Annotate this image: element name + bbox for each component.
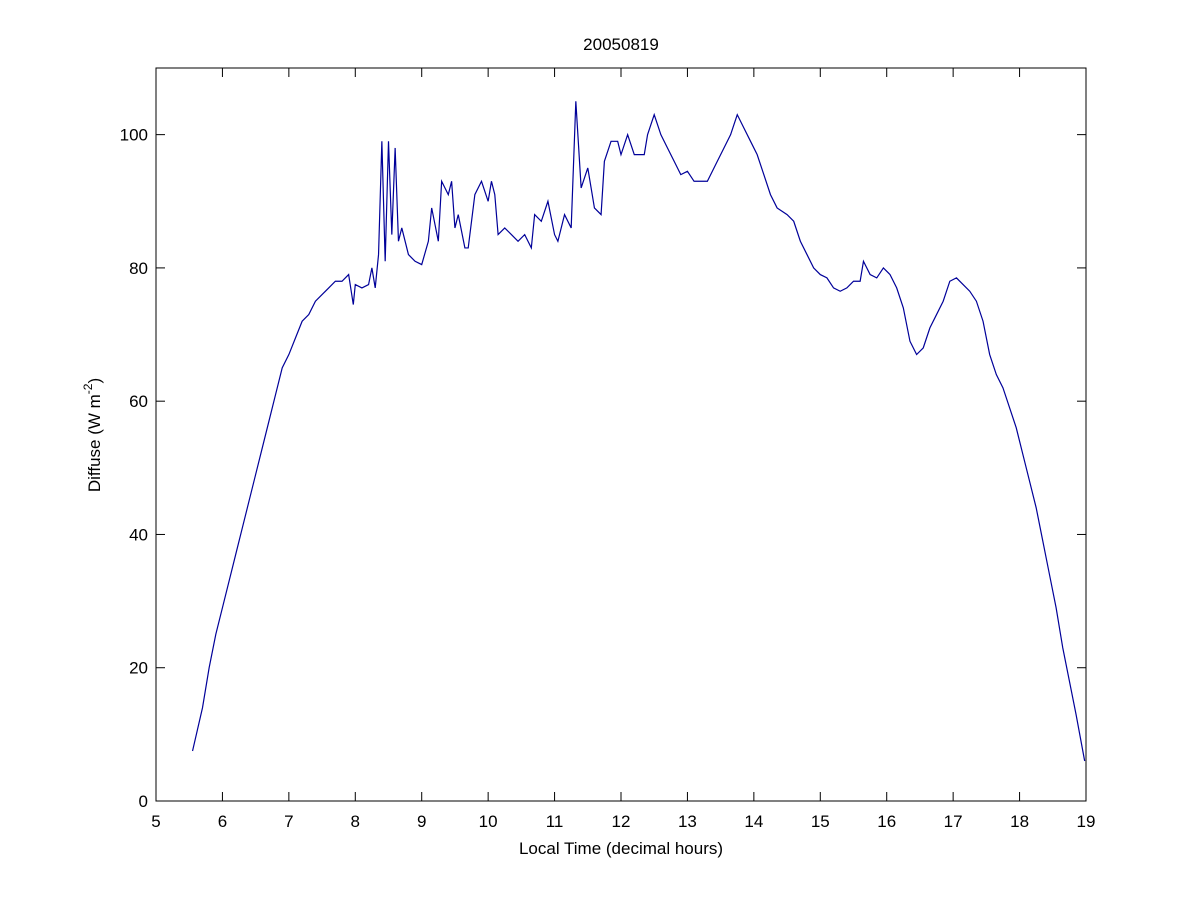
- y-axis-label: Diffuse (W m-2): [81, 378, 104, 492]
- y-tick-label: 100: [120, 126, 148, 145]
- data-line: [191, 101, 1086, 762]
- x-tick-label: 15: [811, 812, 830, 831]
- x-tick-label: 13: [678, 812, 697, 831]
- y-axis-label-main: Diffuse (W m: [85, 394, 104, 492]
- axes-box: [155, 67, 1087, 802]
- x-tick-label: 11: [546, 812, 564, 831]
- x-tick-label: 19: [1077, 812, 1096, 831]
- y-tick-label: 80: [129, 259, 148, 278]
- x-tick-label: 16: [877, 812, 896, 831]
- x-axis-label: Local Time (decimal hours): [519, 839, 723, 858]
- y-tick-label: 0: [139, 792, 148, 811]
- x-tick-label: 18: [1010, 812, 1029, 831]
- x-tick-label: 17: [944, 812, 963, 831]
- y-axis-label-sup: -2: [81, 383, 95, 394]
- chart-title: 20050819: [583, 35, 659, 54]
- x-tick-label: 7: [284, 812, 293, 831]
- y-axis-label-end: ): [85, 378, 104, 384]
- x-tick-label: 5: [151, 812, 160, 831]
- x-tick-label: 9: [417, 812, 426, 831]
- x-tick-label: 10: [479, 812, 498, 831]
- x-tick-label: 6: [218, 812, 227, 831]
- x-tick-label: 8: [351, 812, 360, 831]
- y-tick-label: 60: [129, 392, 148, 411]
- y-tick-label: 20: [129, 659, 148, 678]
- y-tick-label: 40: [129, 525, 148, 544]
- x-tick-label: 14: [744, 812, 763, 831]
- x-tick-label: 12: [612, 812, 631, 831]
